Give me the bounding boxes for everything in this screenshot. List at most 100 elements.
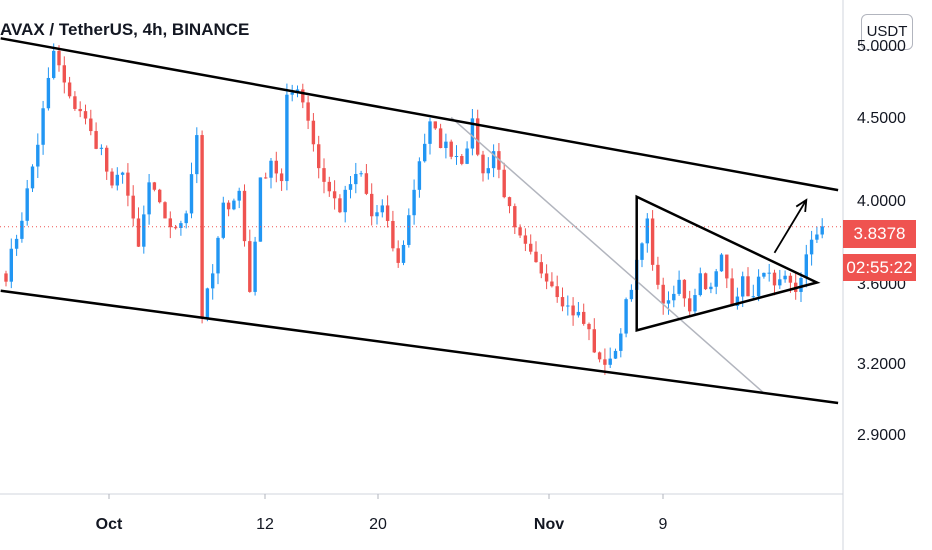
candle-down [163,202,167,219]
candle-up [343,189,347,213]
candle-down [529,243,533,252]
candle-down [518,227,522,236]
candle-down [391,220,395,249]
candle-up [719,254,724,272]
candle-down [385,205,390,221]
y-tick-label: 4.0000 [857,193,906,210]
candle-up [820,226,824,235]
y-tick-label: 2.9000 [857,427,906,444]
candle-up [30,166,35,189]
candle-up [205,288,210,319]
candle-down [539,262,543,274]
candle-down [682,279,687,299]
candle-down [550,281,554,287]
candle-down [544,273,549,282]
candle-down [226,202,231,210]
breakout-arrow [773,199,808,254]
candle-down [73,96,77,109]
candle-down [476,118,480,155]
candle-down [57,50,61,66]
candle-up [613,350,618,359]
candle-down [338,198,342,213]
candle-up [25,188,29,221]
candle-down [513,206,517,228]
candle-up [465,148,469,164]
candle-down [688,298,692,312]
candle-up [756,276,761,297]
candle-up [751,296,755,298]
channel-lower-trendline [0,289,839,405]
candle-up [120,172,125,175]
candle-down [661,284,665,304]
candle-down [168,218,172,228]
candle-up [444,141,448,149]
candle-down [730,278,734,306]
candle-up [184,213,188,224]
candle-up [253,241,257,292]
candle-down [136,218,141,247]
candle-up [778,279,782,286]
candle-down [89,118,93,132]
candle-down [370,193,374,217]
channel-upper-trendline [0,37,839,192]
candle-down [746,276,750,297]
candle-up [783,275,787,280]
candle-up [470,118,475,149]
candle-down [555,286,559,298]
candle-down [105,147,109,172]
candle-down [571,305,575,316]
candle-up [608,358,612,365]
candle-up [698,273,702,296]
candle-up [629,289,634,300]
candle-up [221,202,225,238]
candle-up [46,77,51,109]
candle-up [407,215,411,245]
candle-up [290,92,294,95]
candle-down [364,173,369,194]
triangle-pattern [635,194,821,332]
candle-down [62,65,66,83]
candle-countdown-badge: 02:55:22 [843,254,916,281]
candle-down [587,323,591,330]
candle-up [576,311,581,316]
candle-down [703,273,708,290]
candle-up [195,135,199,175]
breakout-arrow-head [795,198,808,213]
candle-up [428,121,432,144]
currency-button[interactable]: USDT [861,14,913,50]
candle-down [327,181,331,192]
candle-up [41,108,45,145]
candle-down [131,195,135,219]
candle-down [433,121,437,129]
candle-up [401,244,406,263]
candle-down [597,352,602,360]
x-tick-label: 12 [256,516,274,533]
candle-up [14,238,19,249]
candle-up [491,151,496,169]
candle-up [142,214,146,247]
candle-up [566,305,570,307]
candle-down [560,297,565,307]
candle-up [269,160,273,178]
candle-up [147,182,151,215]
candle-up [237,190,241,201]
candle-down [507,197,512,207]
candle-up [804,254,808,278]
candle-down [279,173,284,182]
candle-up [359,173,363,175]
last-price-badge: 3.8378 [843,220,916,248]
candle-up [380,205,384,213]
candle-up [815,234,819,240]
candle-up [36,144,40,167]
y-tick-label: 3.2000 [857,356,906,373]
candle-up [354,173,358,185]
x-tick-label: Nov [533,516,565,533]
candle-down [78,108,82,112]
candle-up [115,174,119,186]
candle-down [306,102,310,121]
candle-down [592,329,596,353]
candle-down [301,89,305,103]
candle-down [481,154,485,174]
y-tick-label: 4.5000 [857,110,906,127]
